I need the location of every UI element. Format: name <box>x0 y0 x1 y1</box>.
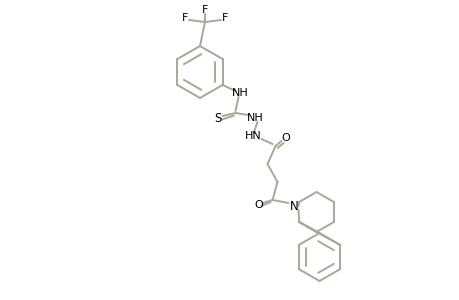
Text: F: F <box>221 13 228 23</box>
Text: F: F <box>181 13 188 23</box>
Text: S: S <box>213 112 221 124</box>
Text: F: F <box>202 5 208 15</box>
Text: HN: HN <box>245 131 261 141</box>
Text: O: O <box>253 200 263 210</box>
Text: O: O <box>280 133 289 143</box>
Text: N: N <box>290 200 298 214</box>
Text: NH: NH <box>232 88 248 98</box>
Text: NH: NH <box>246 113 263 123</box>
